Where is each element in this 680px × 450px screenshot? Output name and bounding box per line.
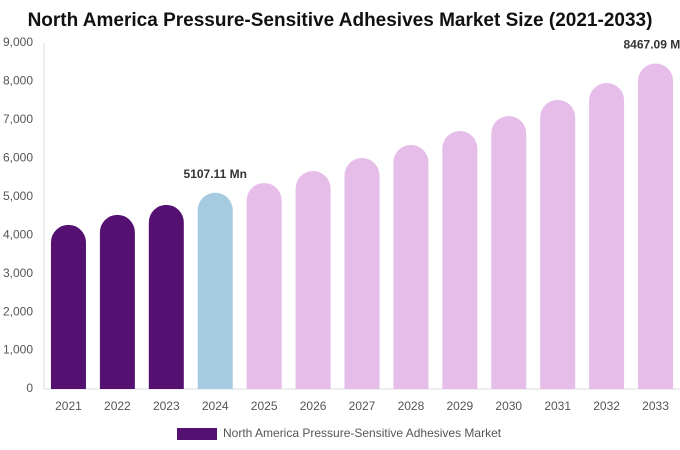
y-tick-label: 3,000 bbox=[3, 266, 33, 280]
x-tick-label: 2023 bbox=[153, 399, 180, 413]
bar bbox=[50, 224, 86, 389]
value-label: 8467.09 Mn bbox=[624, 38, 680, 52]
y-tick-label: 9,000 bbox=[3, 35, 33, 49]
bar bbox=[540, 99, 576, 390]
y-tick-label: 6,000 bbox=[3, 151, 33, 165]
legend-label: North America Pressure-Sensitive Adhesiv… bbox=[223, 426, 502, 440]
y-tick-label: 4,000 bbox=[3, 227, 33, 241]
bar bbox=[638, 63, 674, 389]
y-tick-label: 0 bbox=[26, 381, 33, 395]
bar bbox=[442, 131, 478, 389]
bar bbox=[246, 182, 282, 389]
x-tick-label: 2026 bbox=[300, 399, 327, 413]
x-tick-label: 2033 bbox=[642, 399, 669, 413]
x-tick-label: 2031 bbox=[544, 399, 571, 413]
x-tick-label: 2028 bbox=[398, 399, 425, 413]
value-label: 5107.11 Mn bbox=[184, 167, 247, 181]
bar bbox=[148, 204, 184, 389]
bar bbox=[491, 116, 527, 389]
x-tick-label: 2025 bbox=[251, 399, 278, 413]
x-tick-label: 2021 bbox=[55, 399, 82, 413]
y-tick-label: 1,000 bbox=[3, 343, 33, 357]
y-tick-label: 5,000 bbox=[3, 189, 33, 203]
x-tick-label: 2032 bbox=[593, 399, 620, 413]
x-tick-label: 2022 bbox=[104, 399, 131, 413]
y-tick-label: 8,000 bbox=[3, 74, 33, 88]
x-tick-label: 2024 bbox=[202, 399, 229, 413]
bar bbox=[295, 171, 331, 389]
bar bbox=[344, 157, 380, 389]
x-tick-label: 2029 bbox=[446, 399, 473, 413]
bar bbox=[589, 82, 625, 389]
legend-swatch bbox=[177, 428, 217, 440]
x-tick-label: 2030 bbox=[495, 399, 522, 413]
x-tick-label: 2027 bbox=[349, 399, 376, 413]
y-tick-label: 7,000 bbox=[3, 112, 33, 126]
bar bbox=[393, 144, 429, 389]
y-tick-label: 2,000 bbox=[3, 304, 33, 318]
chart-title: North America Pressure-Sensitive Adhesiv… bbox=[28, 10, 653, 31]
bar bbox=[197, 192, 233, 389]
bar bbox=[99, 214, 135, 389]
